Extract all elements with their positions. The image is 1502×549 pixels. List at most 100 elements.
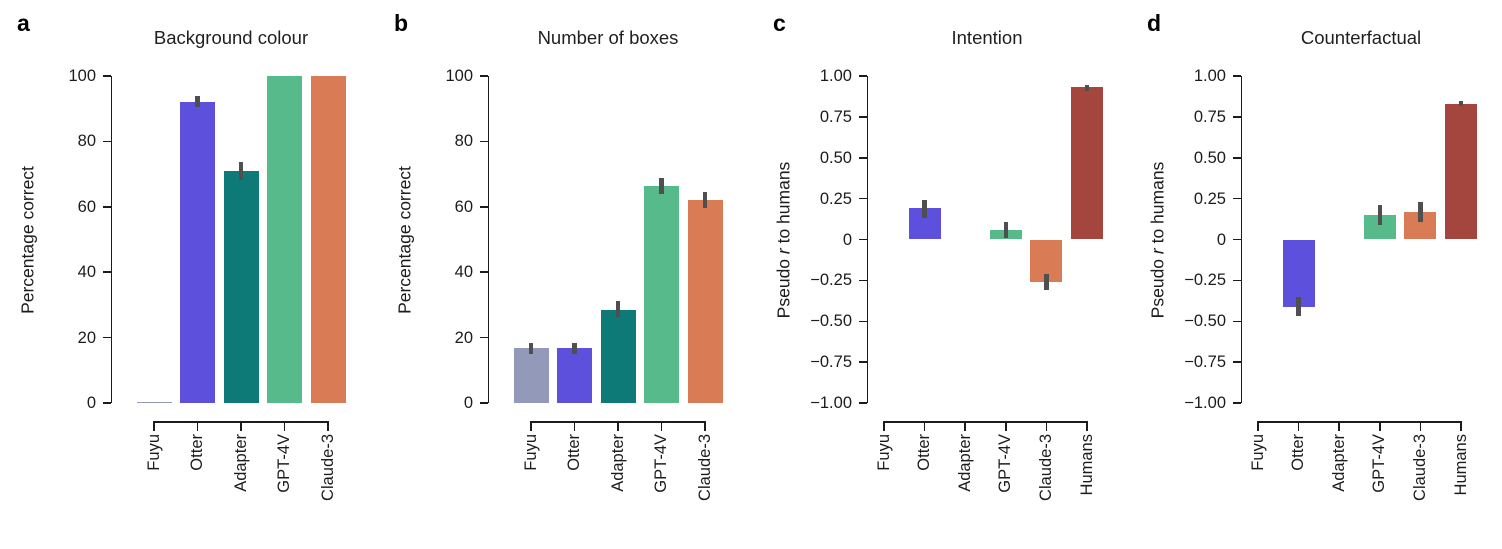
x-tick-label-gpt-4v: GPT-4V xyxy=(275,434,293,493)
y-tick-label: 80 xyxy=(454,132,473,151)
x-tick-label-otter: Otter xyxy=(1289,434,1308,471)
y-tick xyxy=(479,271,488,273)
x-tick-label-otter: Otter xyxy=(188,434,206,471)
y-tick-label: 20 xyxy=(454,328,473,347)
y-tick xyxy=(858,197,867,200)
y-tick xyxy=(1232,157,1241,159)
x-tick xyxy=(240,422,242,431)
x-tick-label-adapter: Adapter xyxy=(1329,434,1348,492)
x-tick xyxy=(1005,422,1007,431)
error-bar-gpt-4v xyxy=(1003,221,1009,238)
y-tick-label: −0.75 xyxy=(1184,353,1226,372)
x-tick xyxy=(660,422,663,431)
y-tick-label: −1.00 xyxy=(810,394,852,412)
panel-letter-c: c xyxy=(773,10,787,36)
y-tick-label: −0.25 xyxy=(1184,271,1226,290)
x-tick-label-fuyu: Fuyu xyxy=(1248,434,1267,471)
x-axis-line xyxy=(1257,421,1462,423)
x-tick-label-claude-3: Claude-3 xyxy=(1410,434,1429,501)
x-tick xyxy=(283,422,286,431)
x-axis-line xyxy=(883,421,1088,423)
x-tick xyxy=(704,422,706,431)
x-tick-label-gpt-4v: GPT-4V xyxy=(1370,434,1389,493)
y-tick xyxy=(858,361,867,363)
bar-humans xyxy=(1071,87,1103,240)
bar-fuyu xyxy=(136,401,172,403)
error-bar-otter xyxy=(1296,296,1301,317)
y-tick xyxy=(1232,402,1241,404)
bar-fuyu xyxy=(513,348,549,403)
x-tick xyxy=(327,422,329,431)
x-tick-label-claude-3: Claude-3 xyxy=(1036,434,1055,501)
x-tick xyxy=(964,422,966,431)
y-axis-label-italic: r xyxy=(773,247,794,254)
y-tick xyxy=(1232,116,1241,118)
bar-otter xyxy=(1282,239,1315,307)
y-tick xyxy=(1232,320,1241,322)
x-tick xyxy=(573,422,576,431)
y-tick xyxy=(1232,75,1241,77)
error-bar-adapter xyxy=(615,300,621,318)
x-tick-label-adapter: Adapter xyxy=(955,434,974,492)
error-bar-humans xyxy=(1458,101,1464,107)
y-tick-label: −0.50 xyxy=(1184,312,1226,331)
y-tick xyxy=(858,116,867,118)
x-tick xyxy=(1257,422,1259,431)
y-tick xyxy=(1232,279,1241,282)
panel-letter-a: a xyxy=(17,10,31,36)
y-tick-label: 0.25 xyxy=(819,189,852,208)
x-tick xyxy=(1419,422,1422,431)
y-tick-label: 100 xyxy=(445,67,473,85)
panel-c: c Intention Pseudo r to humans 1.00 0.75 0.50… xyxy=(756,0,1131,549)
x-tick xyxy=(1460,422,1462,431)
error-bar-otter xyxy=(572,342,577,354)
y-tick-label: 1.00 xyxy=(819,67,852,85)
y-tick xyxy=(1232,238,1241,241)
y-tick-label: 100 xyxy=(68,67,96,85)
x-tick-label-humans: Humans xyxy=(1451,434,1470,496)
y-tick xyxy=(102,206,111,208)
x-tick xyxy=(1045,422,1048,431)
y-tick-label: −1.00 xyxy=(1184,394,1226,412)
x-tick-label-fuyu: Fuyu xyxy=(144,434,163,471)
x-tick xyxy=(1297,422,1300,431)
panel-letter-b: b xyxy=(394,10,409,36)
y-tick xyxy=(102,75,111,77)
error-bar-adapter xyxy=(238,162,244,180)
y-tick-label: 60 xyxy=(77,197,96,216)
y-tick-label: 0 xyxy=(86,394,96,412)
x-tick-label-claude-3: Claude-3 xyxy=(695,434,714,501)
y-tick-label: 0.50 xyxy=(1193,148,1226,167)
bar-humans xyxy=(1445,103,1477,240)
x-tick xyxy=(1086,422,1088,431)
bar-gpt-4v xyxy=(267,76,302,403)
error-bar-claude-3 xyxy=(702,191,708,209)
y-tick xyxy=(479,336,488,339)
y-tick xyxy=(858,279,867,282)
bar-adapter xyxy=(600,309,636,403)
x-tick-label-claude-3: Claude-3 xyxy=(318,434,337,501)
x-tick-label-adapter: Adapter xyxy=(608,434,627,492)
x-tick-label-fuyu: Fuyu xyxy=(521,434,540,471)
bar-claude-3 xyxy=(687,199,723,403)
y-tick-label: 1.00 xyxy=(1193,67,1226,85)
y-tick-label: −0.50 xyxy=(810,312,852,331)
y-axis-label: Percentage correct xyxy=(394,165,415,314)
x-tick xyxy=(1379,422,1381,431)
y-axis-line xyxy=(1240,76,1242,403)
y-tick-label: −0.25 xyxy=(810,271,852,290)
bar-gpt-4v xyxy=(644,186,679,403)
y-tick-label: 40 xyxy=(454,263,473,282)
y-tick-label: 0 xyxy=(1216,230,1226,249)
y-tick-label: 0.75 xyxy=(1193,107,1226,126)
bar-claude-3 xyxy=(310,76,346,403)
y-tick-label: 0 xyxy=(842,230,852,249)
error-bar-gpt-4v xyxy=(1377,205,1383,225)
panel-d: d Counterfactual Pseudo r to humans 1.00 0.7… xyxy=(1130,0,1502,549)
error-bar-gpt-4v xyxy=(659,178,664,195)
panel-title: Counterfactual xyxy=(1300,27,1422,48)
panel-a: a Background colour Percentage correct 100 8… xyxy=(0,0,375,549)
y-tick xyxy=(102,271,111,273)
y-tick xyxy=(858,157,867,159)
